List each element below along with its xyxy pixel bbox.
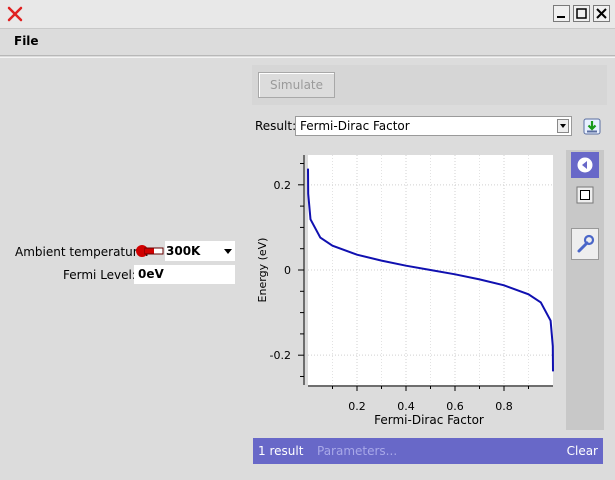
x-tick-label: 0.6: [446, 400, 464, 413]
x-tick-label: 0.2: [348, 400, 366, 413]
app-close-icon[interactable]: [6, 5, 24, 23]
minimize-button[interactable]: [553, 5, 570, 22]
y-tick-label: -0.2: [270, 349, 291, 362]
clear-button[interactable]: Clear: [566, 444, 598, 458]
fermi-dirac-chart: 0.2 0.4 0.6 0.80.20-0.2 Fermi-Dirac Factor …: [256, 155, 554, 427]
menu-file[interactable]: File: [14, 34, 39, 48]
menu-bar: File: [0, 29, 615, 56]
simulate-button[interactable]: Simulate: [258, 72, 335, 98]
minimize-icon: [557, 16, 565, 18]
fermi-level-input[interactable]: 0eV: [134, 265, 235, 284]
parameters-link[interactable]: Parameters...: [317, 444, 398, 458]
x-axis-label: Fermi-Dirac Factor: [374, 413, 484, 427]
result-count: 1 result: [258, 444, 304, 458]
result-select[interactable]: Fermi-Dirac Factor: [295, 116, 572, 136]
result-value: Fermi-Dirac Factor: [300, 119, 410, 133]
x-tick-label: 0.8: [495, 400, 513, 413]
back-button[interactable]: [571, 152, 599, 178]
zoom-box-icon: [576, 186, 594, 204]
title-bar: [0, 0, 615, 29]
temperature-value: 300K: [166, 244, 201, 258]
zoom-box-button[interactable]: [571, 183, 599, 209]
series-line: [307, 168, 554, 372]
settings-tab[interactable]: [571, 228, 599, 260]
y-axis-label: Energy (eV): [256, 238, 269, 303]
download-icon[interactable]: [583, 118, 601, 135]
x-tick-label: 0.4: [397, 400, 415, 413]
result-label: Result:: [255, 119, 297, 133]
wrench-icon: [577, 234, 595, 253]
back-icon: [577, 157, 593, 173]
close-button[interactable]: [593, 5, 610, 22]
chevron-down-icon: [224, 249, 232, 254]
dropdown-arrow-icon[interactable]: [557, 119, 569, 133]
maximize-icon: [576, 8, 587, 19]
temperature-select[interactable]: 300K: [165, 241, 235, 261]
maximize-button[interactable]: [573, 5, 590, 22]
fermi-level-label: Fermi Level:: [63, 268, 136, 282]
y-tick-label: 0: [284, 264, 291, 277]
y-tick-label: 0.2: [274, 179, 292, 192]
thermometer-icon: [136, 245, 164, 257]
close-icon: [596, 8, 607, 19]
status-bar: 1 result Parameters... Clear: [253, 438, 603, 464]
divider: [0, 57, 615, 58]
ambient-temperature-label: Ambient temperature:: [15, 245, 149, 259]
